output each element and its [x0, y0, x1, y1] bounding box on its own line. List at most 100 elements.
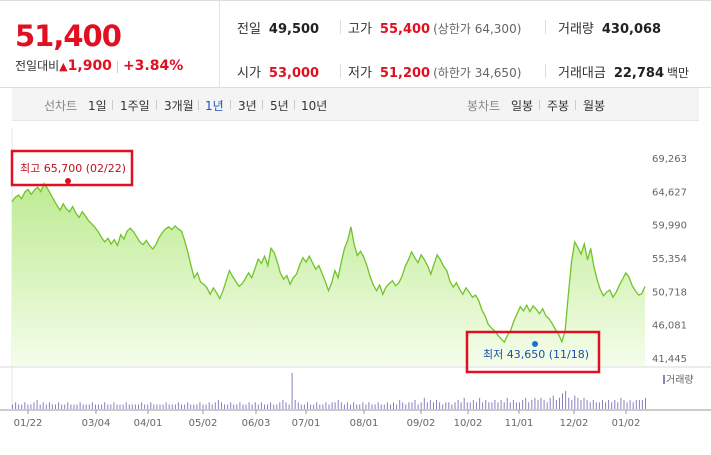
- volume-bar: [549, 397, 551, 410]
- x-tick-label: 01/02: [612, 418, 641, 429]
- volume-bar: [131, 404, 133, 409]
- volume-bar: [626, 402, 628, 410]
- volume-bar: [380, 404, 382, 409]
- volume-bar: [18, 404, 20, 409]
- quote-header: 51,400 전일대비▲1,900 +3.84% 전일 49,500 고가 55,40…: [0, 0, 711, 88]
- volume-bar: [359, 404, 361, 409]
- volume-bar: [227, 404, 229, 409]
- volume-bar: [417, 404, 419, 409]
- volume-bar: [39, 404, 41, 409]
- tab-monthly[interactable]: 월봉: [583, 99, 606, 113]
- divider: [545, 20, 546, 34]
- volume-bar: [451, 404, 453, 409]
- volume-bar: [177, 402, 179, 410]
- volume-bar: [383, 404, 385, 409]
- volume-bar: [165, 402, 167, 410]
- volume-bar: [488, 402, 490, 410]
- volume-bar: [350, 404, 351, 409]
- volume-bar: [33, 402, 35, 410]
- volume-bar: [171, 404, 173, 409]
- volume-bar: [12, 404, 13, 409]
- volume-bar: [316, 402, 318, 410]
- volume-bar: [202, 404, 204, 409]
- volume-bar: [110, 404, 112, 409]
- volume-bar: [408, 402, 410, 410]
- volume-bar: [267, 404, 268, 409]
- divider: [340, 20, 341, 34]
- volume-bar: [356, 404, 358, 409]
- tab-1d[interactable]: 1일: [88, 99, 107, 113]
- volume-bar: [27, 404, 29, 409]
- volume-bar: [24, 402, 26, 410]
- volume-bar: [294, 400, 296, 409]
- x-tick-label: 07/01: [292, 418, 321, 429]
- y-tick-label: 55,354: [652, 254, 687, 265]
- volume-bar: [101, 404, 103, 409]
- volume-bar: [153, 404, 155, 409]
- volume-bar: [491, 402, 493, 410]
- volume-bar: [396, 404, 398, 409]
- volume-bar: [494, 400, 496, 409]
- tab-3m[interactable]: 3개월: [164, 99, 194, 113]
- volume-bar: [331, 402, 333, 410]
- volume-bar: [257, 404, 259, 409]
- tab-daily[interactable]: 일봉: [511, 99, 534, 113]
- price-area: [12, 183, 645, 366]
- volume-bar: [116, 404, 118, 409]
- volume-bar: [322, 404, 324, 409]
- line-chart-label: 선차트: [44, 99, 78, 113]
- volume-bar: [248, 402, 250, 410]
- volume-bar: [528, 402, 530, 410]
- tab-1w[interactable]: 1주일: [120, 99, 150, 113]
- volume-bar: [574, 395, 576, 409]
- volume-bar: [497, 402, 499, 410]
- volume-bar: [85, 404, 87, 409]
- volume-bar: [515, 402, 517, 410]
- volume-bar: [390, 404, 391, 409]
- volume-bar: [374, 404, 376, 409]
- volume-bar: [420, 402, 422, 410]
- volume-bar: [67, 402, 69, 410]
- x-tick-label: 08/01: [350, 418, 379, 429]
- volume-bar: [537, 400, 539, 409]
- x-tick-label: 10/02: [454, 418, 483, 429]
- volume-bar: [562, 393, 563, 410]
- y-tick-label: 41,445: [652, 354, 687, 365]
- tab-1y[interactable]: 1년: [205, 99, 224, 113]
- tab-weekly[interactable]: 주봉: [547, 99, 570, 113]
- volume-bar: [239, 402, 241, 410]
- volume-bar: [236, 404, 238, 409]
- volume-bar: [571, 400, 573, 409]
- volume-bar: [144, 404, 146, 409]
- volume-bar: [457, 400, 459, 409]
- volume-bar: [168, 404, 170, 409]
- volume-bar: [466, 402, 468, 410]
- y-axis-ticks: 69,263 64,627 59,990 55,354 50,718 46,081 41,4…: [652, 154, 687, 365]
- tab-3y[interactable]: 3년: [238, 99, 257, 113]
- volume-bar: [128, 404, 130, 409]
- volume-bar: [125, 402, 127, 410]
- volume-bar: [159, 404, 161, 409]
- volume-bar: [353, 402, 355, 410]
- volume-bar: [598, 402, 600, 410]
- tab-5y[interactable]: 5년: [270, 99, 289, 113]
- volume-bar: [199, 402, 201, 410]
- volume-bar: [187, 402, 189, 410]
- volume-bar: [519, 402, 520, 410]
- volume-bar: [448, 402, 450, 410]
- x-tick-label: 11/01: [505, 418, 534, 429]
- volume-bar: [147, 404, 149, 409]
- volume-bar: [460, 402, 462, 410]
- volume-bar: [193, 404, 195, 409]
- tab-10y[interactable]: 10년: [301, 99, 328, 113]
- volume-bar: [190, 404, 192, 409]
- y-tick-label: 50,718: [652, 287, 687, 298]
- volume-bar: [608, 400, 610, 409]
- volume-bar: [184, 404, 186, 409]
- x-tick-label: 05/02: [189, 418, 218, 429]
- trade-value: 거래대금 22,784 백만: [558, 66, 690, 81]
- volume-bar: [55, 404, 56, 409]
- volume-bar: [503, 402, 505, 410]
- change-percent: +3.84%: [122, 58, 184, 74]
- divider: [545, 64, 546, 78]
